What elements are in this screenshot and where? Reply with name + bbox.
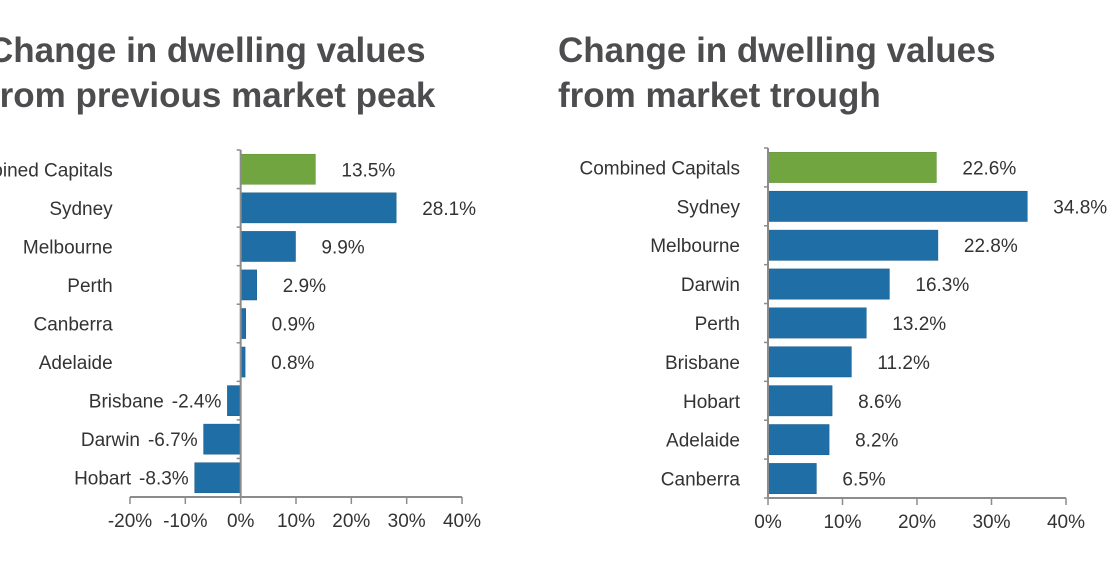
value-label: 2.9% xyxy=(283,276,326,297)
value-label: 28.1% xyxy=(422,199,476,220)
chart-panel-trough: Change in dwelling values from market tr… xyxy=(540,0,1116,586)
bar xyxy=(767,463,817,494)
bar xyxy=(767,307,867,339)
value-label: -6.7% xyxy=(148,430,198,451)
category-label: Hobart xyxy=(74,469,132,490)
x-tick-label: -20% xyxy=(108,511,152,532)
chart-panel-peak: Change in dwelling values from previous … xyxy=(0,0,540,586)
x-tick-label: 10% xyxy=(277,511,315,532)
category-label: Darwin xyxy=(681,275,740,296)
category-label: Canberra xyxy=(661,470,741,491)
bar xyxy=(767,385,833,417)
category-label: Combined Capitals xyxy=(0,160,113,181)
x-tick-label: 30% xyxy=(388,511,426,532)
value-label: -2.4% xyxy=(172,392,222,413)
chart-title-line-2: from previous market peak xyxy=(0,76,436,115)
x-tick-label: 40% xyxy=(443,511,481,532)
value-label: 6.5% xyxy=(842,470,885,491)
x-tick-label: 20% xyxy=(332,511,370,532)
bar xyxy=(240,231,296,262)
value-label: 11.2% xyxy=(877,353,930,374)
x-tick-label: 30% xyxy=(972,512,1010,533)
category-label: Combined Capitals xyxy=(579,158,740,179)
bar xyxy=(767,190,1028,222)
bar xyxy=(227,385,241,416)
bar xyxy=(767,229,939,261)
value-label: 22.8% xyxy=(964,236,1018,257)
category-label: Adelaide xyxy=(39,353,113,374)
x-tick-label: -10% xyxy=(163,511,207,532)
value-label: 0.9% xyxy=(272,315,315,336)
category-label: Perth xyxy=(67,276,112,297)
x-tick-label: 0% xyxy=(227,511,255,532)
value-label: 8.2% xyxy=(855,431,898,452)
category-label: Brisbane xyxy=(89,392,164,413)
x-tick-label: 10% xyxy=(823,512,861,533)
bar-chart-peak: Combined Capitals 13.5% Sydney 28.1% Melbour… xyxy=(0,149,481,532)
x-tick-label: 0% xyxy=(754,512,782,533)
value-label: 0.8% xyxy=(271,353,314,374)
category-label: Perth xyxy=(695,314,740,335)
value-label: 34.8% xyxy=(1053,197,1107,218)
category-label: Sydney xyxy=(677,197,741,218)
value-label: 9.9% xyxy=(321,237,364,258)
category-label: Darwin xyxy=(81,430,140,451)
bar-chart-trough: Combined Capitals 22.6% Sydney 34.8% Melbour… xyxy=(579,147,1107,533)
value-label: 22.6% xyxy=(962,158,1016,179)
value-label: 16.3% xyxy=(915,275,969,296)
x-tick-label: 40% xyxy=(1047,512,1085,533)
chart-title-line-1: Change in dwelling values xyxy=(0,31,426,70)
bar-highlight xyxy=(240,153,316,185)
bar xyxy=(194,462,241,494)
bar xyxy=(240,269,257,301)
bar xyxy=(767,424,830,456)
chart-title-line-1: Change in dwelling values xyxy=(558,31,996,70)
bar xyxy=(240,192,397,224)
bar-highlight xyxy=(767,152,937,183)
bar xyxy=(767,268,890,300)
category-label: Melbourne xyxy=(23,237,113,258)
chart-title-line-2: from market trough xyxy=(558,76,881,115)
value-label: 8.6% xyxy=(858,392,901,413)
chart-title: Change in dwelling values from previous … xyxy=(0,28,435,118)
category-label: Adelaide xyxy=(666,431,740,452)
chart-title: Change in dwelling values from market tr… xyxy=(558,28,996,118)
bar xyxy=(203,423,241,455)
category-label: Sydney xyxy=(49,199,113,220)
category-label: Canberra xyxy=(33,315,113,336)
category-label: Brisbane xyxy=(665,353,740,374)
bar xyxy=(767,346,852,378)
value-label: 13.2% xyxy=(892,314,946,335)
x-tick-label: 20% xyxy=(898,512,936,533)
value-label: -8.3% xyxy=(139,469,189,490)
category-label: Hobart xyxy=(683,392,741,413)
value-label: 13.5% xyxy=(341,160,395,181)
category-label: Melbourne xyxy=(650,236,740,257)
